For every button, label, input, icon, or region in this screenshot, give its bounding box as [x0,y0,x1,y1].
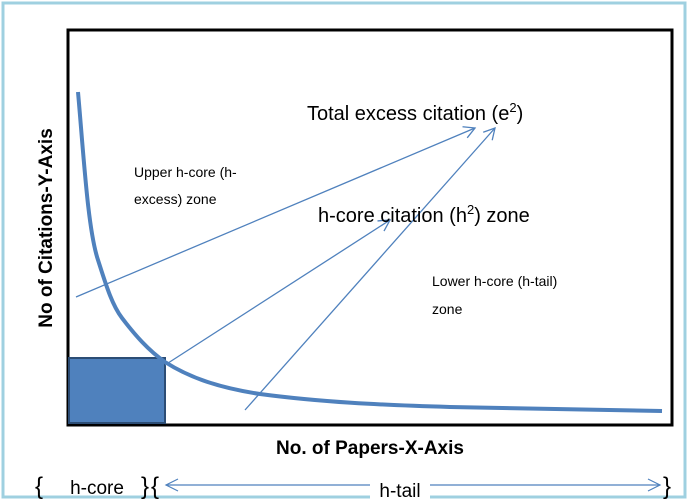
h-core-square [68,357,166,424]
lower-zone-label: Lower h-core (h-tail) [432,273,557,289]
upper-zone-label: excess) zone [134,191,217,207]
y-axis-label: No of Citations-Y-Axis [36,128,57,328]
lower-zone-label: zone [432,301,463,317]
brace: { [35,473,43,499]
brace: } [141,473,149,499]
span-arrowheads [164,478,662,492]
h-core-zone-label: h-core citation (h2) zone [318,202,530,227]
label-backdrop [370,480,430,499]
citation-curve [76,91,663,413]
h-core-label: h-core [70,478,124,499]
plot-frame [66,28,674,427]
arrow [75,126,477,298]
upper-zone-label: Upper h-core (h- [134,164,237,180]
brace: } [663,473,671,499]
arrow [164,219,392,366]
h-tail-label: h-tail [379,481,420,499]
arrow [244,126,496,411]
brace: { [151,473,159,499]
total-excess-label: Total excess citation (e2) [307,100,523,125]
x-axis-label: No. of Papers-X-Axis [276,438,464,459]
